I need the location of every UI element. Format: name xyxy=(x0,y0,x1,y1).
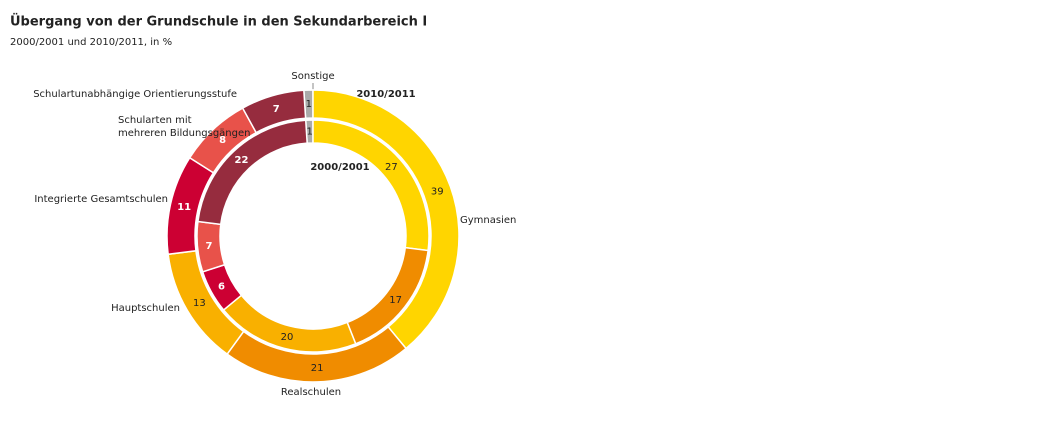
category-label: Sonstige xyxy=(291,71,334,82)
category-label: Integrierte Gesamtschulen xyxy=(34,194,168,205)
value-label: 13 xyxy=(193,298,206,309)
category-label: Schulartunabhängige Orientierungsstufe xyxy=(33,89,237,100)
value-label: 7 xyxy=(205,241,212,252)
value-label: 27 xyxy=(385,162,398,173)
donut-segment xyxy=(197,119,308,226)
value-label: 22 xyxy=(235,155,249,166)
value-label: 39 xyxy=(431,186,444,197)
category-label: Gymnasien xyxy=(460,215,516,226)
value-label: 1 xyxy=(307,127,313,138)
value-label: 17 xyxy=(389,295,402,306)
value-label: 7 xyxy=(273,104,280,115)
value-label: 21 xyxy=(311,363,324,374)
value-label: 11 xyxy=(177,202,191,213)
series-label: 2010/2011 xyxy=(356,89,415,100)
series-label: 2000/2001 xyxy=(310,162,369,173)
chart-title: Übergang von der Grundschule in den Seku… xyxy=(10,14,427,30)
value-label: 1 xyxy=(306,99,312,110)
category-label: Schularten mit mehreren Bildungsgängen xyxy=(118,115,251,139)
chart-subtitle: 2000/2001 und 2010/2011, in % xyxy=(10,37,172,48)
donut-segment xyxy=(241,89,307,134)
category-label: Realschulen xyxy=(281,387,341,398)
value-label: 6 xyxy=(218,281,225,292)
value-label: 8 xyxy=(219,135,226,146)
category-label: Hauptschulen xyxy=(111,303,180,314)
value-label: 20 xyxy=(281,332,294,343)
